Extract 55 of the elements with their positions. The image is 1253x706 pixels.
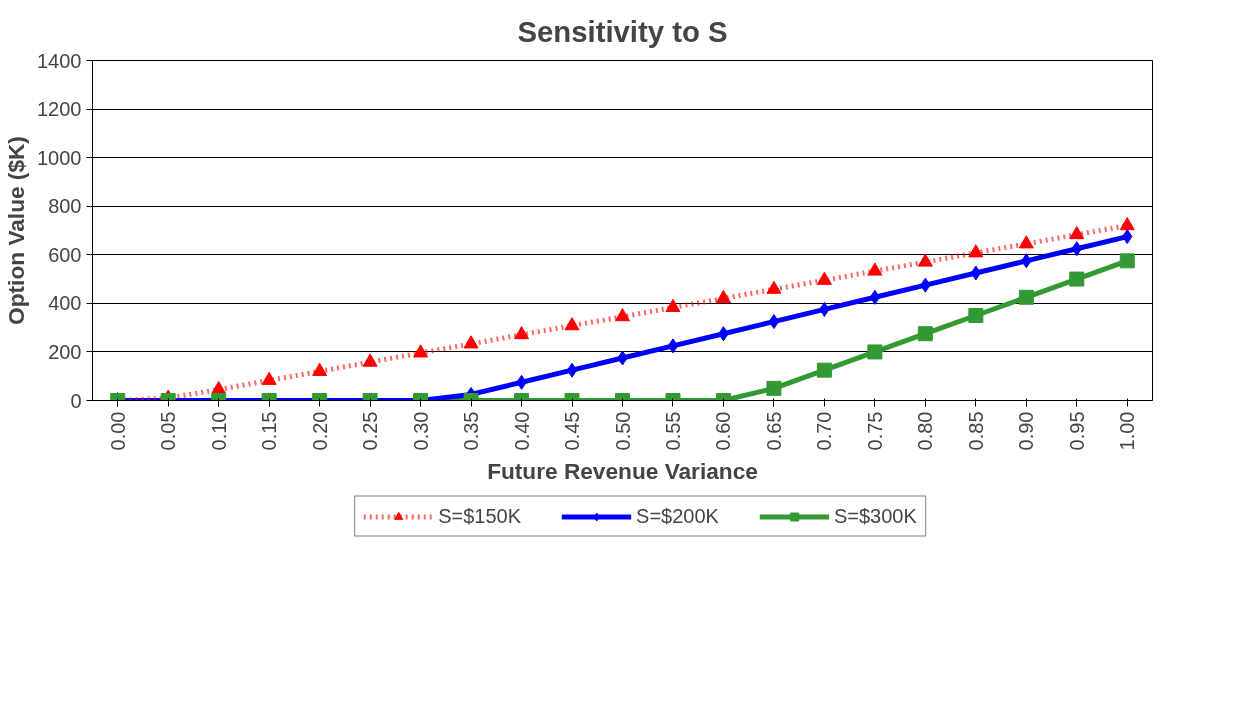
point [362, 353, 378, 367]
x-tick-label: 0.00 [106, 411, 129, 451]
x-tick-label: 0.75 [863, 411, 886, 451]
x-tick-label: 0.15 [258, 411, 281, 451]
y-tick-label: 600 [48, 243, 82, 266]
point [463, 335, 479, 349]
point [665, 298, 681, 313]
x-tick-label: 0.90 [1015, 411, 1038, 451]
x-tick-label: 1.00 [1116, 411, 1139, 451]
y-tick-label: 800 [48, 195, 82, 218]
x-tick-label: 0.30 [409, 411, 432, 451]
x-tick-label: 0.70 [813, 411, 836, 451]
point [514, 326, 530, 340]
x-tick-label: 0.65 [762, 411, 785, 451]
x-tick-label: 0.45 [561, 411, 584, 451]
x-tick-label: 0.60 [712, 411, 735, 451]
x-tick-label: 0.95 [1065, 411, 1088, 451]
x-tick-label: 0.25 [359, 411, 382, 451]
y-tick-label: 0 [70, 389, 82, 412]
legend-label: S=$300K [833, 504, 917, 528]
point [312, 362, 328, 376]
y-tick-label: 1200 [37, 98, 82, 121]
point [413, 344, 429, 358]
point [766, 280, 782, 294]
point [564, 317, 580, 331]
legend-label: S=$200K [636, 504, 719, 528]
point [1119, 253, 1135, 269]
point [261, 371, 277, 385]
point [816, 271, 832, 285]
point [1018, 289, 1034, 305]
x-tick-label: 0.10 [207, 411, 230, 451]
y-tick-label: 400 [48, 292, 82, 315]
chart-title: Sensitivity to S [517, 15, 728, 48]
point [1069, 271, 1085, 287]
x-axis-title: Future Revenue Variance [487, 458, 758, 485]
x-tick-label: 0.85 [964, 411, 987, 451]
point [968, 308, 984, 323]
x-tick-label: 0.05 [157, 411, 180, 451]
point [768, 314, 780, 330]
y-tick-label: 200 [48, 340, 82, 363]
point [715, 289, 731, 304]
y-tick-label: 1000 [37, 146, 82, 169]
point [615, 308, 630, 322]
x-tick-label: 0.40 [510, 411, 533, 451]
point [867, 262, 883, 276]
y-axis-title: Option Value ($K) [3, 136, 30, 325]
legend-label: S=$150K [438, 504, 522, 528]
x-tick-label: 0.35 [460, 411, 483, 451]
point [917, 326, 933, 342]
x-tick-label: 0.55 [661, 411, 684, 451]
y-tick-label: 1400 [37, 49, 82, 72]
x-tick-label: 0.50 [611, 411, 634, 451]
point [869, 289, 881, 305]
x-tick-label: 0.80 [914, 411, 937, 451]
x-tick-label: 0.20 [308, 411, 331, 451]
